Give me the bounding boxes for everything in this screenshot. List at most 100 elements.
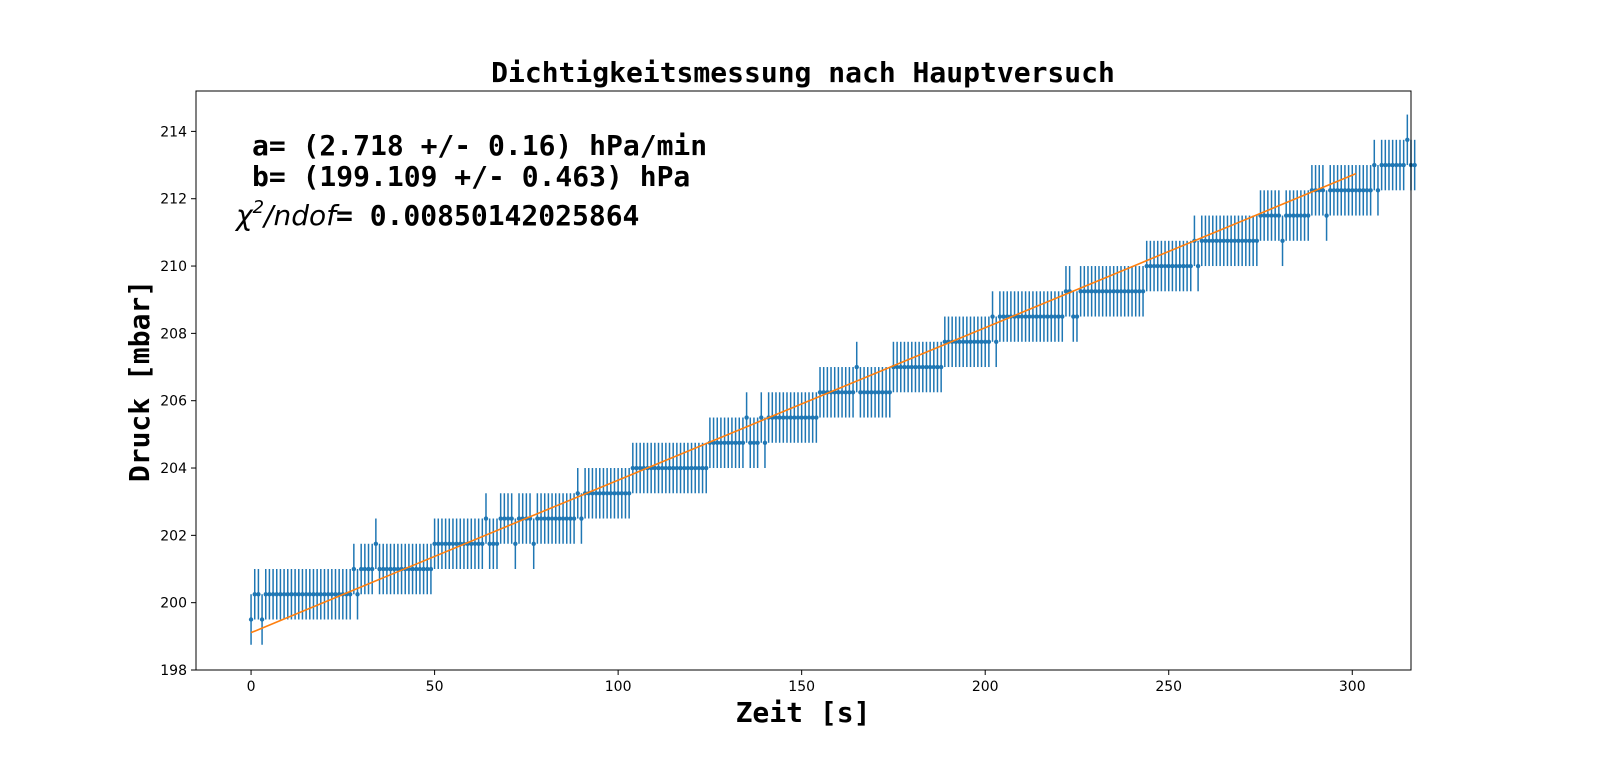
data-point xyxy=(1221,238,1226,243)
data-point xyxy=(623,491,628,496)
data-point xyxy=(799,415,804,420)
data-point xyxy=(560,516,566,521)
data-point xyxy=(971,339,977,344)
data-point xyxy=(659,465,665,471)
data-point xyxy=(388,566,393,572)
y-tick-label: 198 xyxy=(160,663,187,679)
data-point xyxy=(1239,238,1245,243)
data-point xyxy=(1217,238,1223,243)
data-point xyxy=(905,364,911,370)
data-point xyxy=(744,415,749,420)
data-point xyxy=(274,592,279,597)
data-point xyxy=(957,339,962,344)
data-point xyxy=(1287,213,1293,218)
data-point xyxy=(1357,188,1362,193)
data-point xyxy=(1375,188,1381,193)
chart-title: Dichtigkeitsmessung nach Hauptversuch xyxy=(491,56,1115,89)
data-point xyxy=(1045,314,1050,319)
data-point xyxy=(579,516,584,521)
data-point xyxy=(1173,263,1179,269)
data-point xyxy=(1019,314,1025,319)
data-point xyxy=(494,541,500,546)
data-point xyxy=(784,415,790,420)
data-point xyxy=(1353,188,1359,193)
data-point xyxy=(351,566,357,572)
data-point xyxy=(436,541,441,546)
data-point xyxy=(1199,238,1204,243)
data-point xyxy=(773,415,779,420)
data-point xyxy=(307,592,312,597)
data-point xyxy=(347,592,353,597)
data-point xyxy=(377,566,382,572)
data-point xyxy=(1016,314,1021,319)
data-point xyxy=(630,465,636,471)
data-point xyxy=(1342,188,1348,193)
data-point xyxy=(322,592,327,597)
data-point xyxy=(428,566,434,572)
data-point xyxy=(1195,263,1201,269)
data-point xyxy=(373,541,379,546)
data-point xyxy=(1335,188,1340,193)
data-point xyxy=(994,339,999,344)
x-tick-label: 100 xyxy=(605,679,632,695)
data-point xyxy=(1320,188,1326,193)
data-point xyxy=(1140,289,1146,294)
data-point xyxy=(575,491,580,496)
data-point xyxy=(267,592,272,597)
data-point xyxy=(751,440,757,445)
data-point xyxy=(1206,238,1212,243)
chi-symbol: χ xyxy=(234,199,254,232)
data-point xyxy=(1162,263,1168,269)
data-point xyxy=(1386,162,1392,168)
data-point xyxy=(553,516,558,521)
data-point xyxy=(876,390,881,395)
data-point xyxy=(762,440,768,445)
data-point xyxy=(872,390,878,395)
data-point xyxy=(300,592,305,597)
data-point xyxy=(608,491,613,496)
data-point xyxy=(836,390,841,395)
data-point xyxy=(814,415,819,420)
data-point xyxy=(1023,314,1028,319)
data-point xyxy=(850,390,856,395)
data-point xyxy=(318,592,324,597)
data-point xyxy=(483,516,489,521)
data-point xyxy=(593,491,599,496)
data-point xyxy=(1027,314,1032,319)
data-point xyxy=(1350,188,1355,193)
data-point xyxy=(1100,289,1105,294)
data-point xyxy=(252,592,257,597)
data-point xyxy=(990,314,995,319)
data-point xyxy=(447,541,452,546)
chi-square-ndof: χ2/ndof= 0.00850142025864 xyxy=(234,197,639,232)
data-point xyxy=(1228,238,1234,243)
data-point xyxy=(737,440,742,445)
data-point xyxy=(656,465,661,471)
data-point xyxy=(615,491,621,496)
data-point xyxy=(715,440,720,445)
data-point xyxy=(1291,213,1296,218)
data-point xyxy=(1071,314,1076,319)
data-point xyxy=(682,465,687,471)
data-point xyxy=(942,339,948,344)
fit-param-a: a= (2.718 +/- 0.16) hPa/min xyxy=(252,129,707,162)
data-point xyxy=(626,491,632,496)
data-point xyxy=(1243,238,1249,243)
data-point xyxy=(913,364,918,370)
data-point xyxy=(1063,289,1069,294)
data-point xyxy=(652,465,658,471)
data-point xyxy=(1170,263,1175,269)
data-point xyxy=(1214,238,1219,243)
data-point xyxy=(740,440,746,445)
data-point xyxy=(1401,162,1406,168)
data-point xyxy=(689,465,694,471)
data-point xyxy=(491,541,496,546)
data-point xyxy=(325,592,331,597)
data-point xyxy=(450,541,456,546)
data-point xyxy=(1184,263,1190,269)
data-point xyxy=(1265,213,1271,218)
data-point xyxy=(663,465,669,471)
data-point xyxy=(303,592,309,597)
data-point xyxy=(538,516,544,521)
